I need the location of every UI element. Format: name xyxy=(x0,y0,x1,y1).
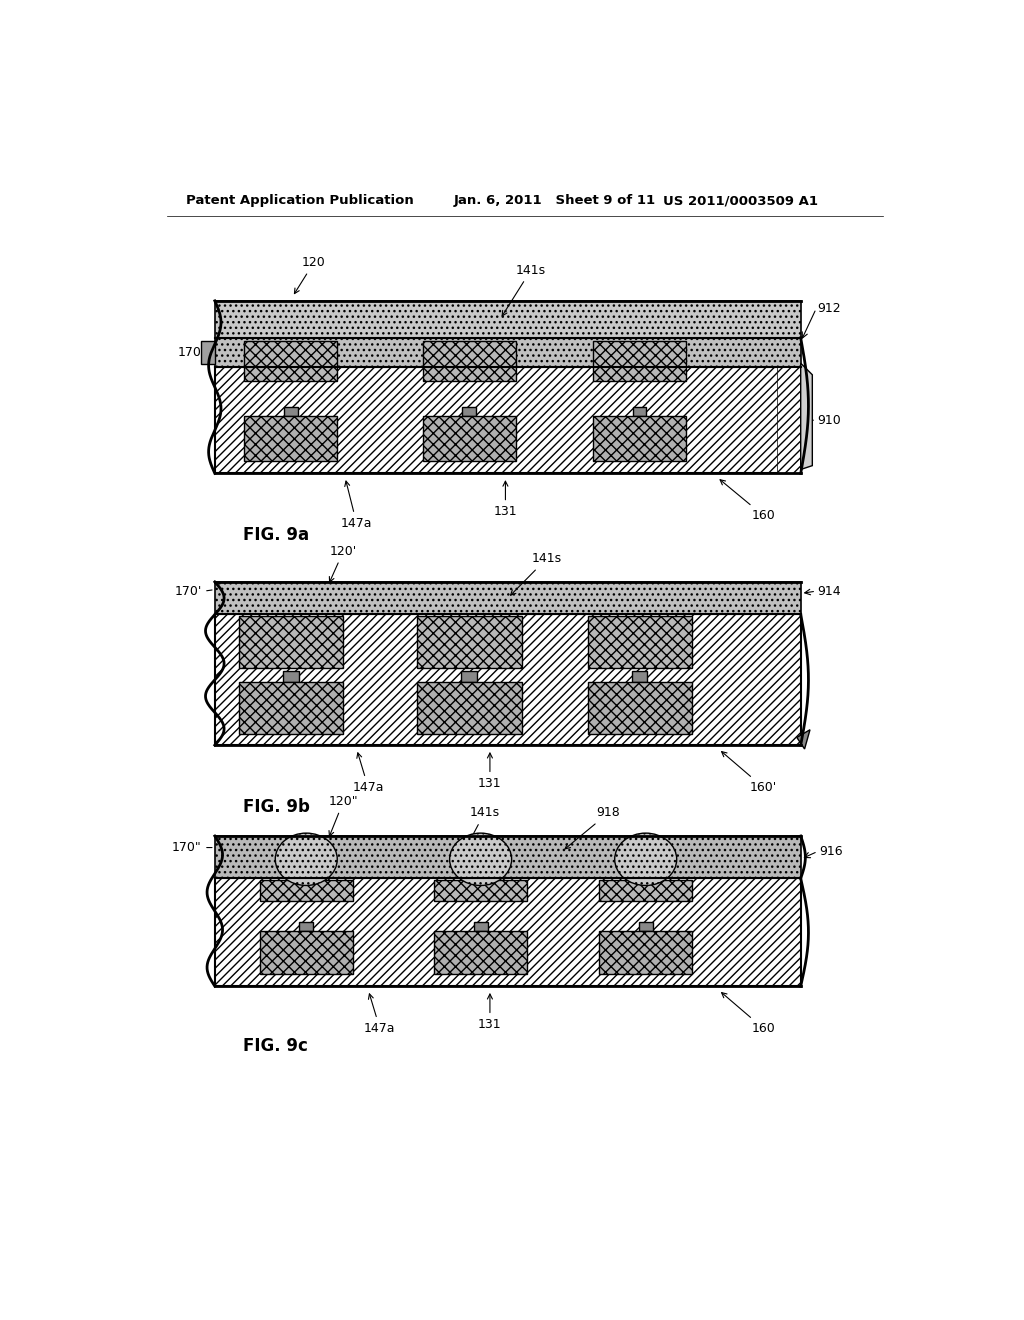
Text: US 2011/0003509 A1: US 2011/0003509 A1 xyxy=(663,194,818,207)
Text: 120: 120 xyxy=(295,256,326,293)
Polygon shape xyxy=(201,341,215,364)
Bar xyxy=(434,932,527,974)
Text: 160': 160' xyxy=(722,751,777,795)
Text: 147a: 147a xyxy=(365,994,395,1035)
Text: 131: 131 xyxy=(494,482,517,519)
Bar xyxy=(417,615,521,668)
Polygon shape xyxy=(797,730,810,748)
Ellipse shape xyxy=(275,833,337,886)
Text: 170: 170 xyxy=(178,346,202,359)
Bar xyxy=(423,416,515,461)
Text: 147a: 147a xyxy=(352,752,384,795)
Bar xyxy=(777,367,801,474)
Text: FIG. 9c: FIG. 9c xyxy=(243,1038,307,1055)
Bar xyxy=(215,878,801,986)
Bar xyxy=(593,341,686,381)
Ellipse shape xyxy=(450,833,512,886)
Text: 170": 170" xyxy=(172,841,202,854)
Text: 141s: 141s xyxy=(502,264,546,315)
Text: Jan. 6, 2011   Sheet 9 of 11: Jan. 6, 2011 Sheet 9 of 11 xyxy=(454,194,655,207)
Bar xyxy=(423,341,515,381)
Text: 918: 918 xyxy=(565,807,621,849)
Bar xyxy=(283,671,299,682)
Bar xyxy=(599,932,692,974)
Text: FIG. 9b: FIG. 9b xyxy=(243,797,309,816)
Bar xyxy=(588,682,692,734)
Bar xyxy=(588,615,692,668)
Bar xyxy=(215,614,801,744)
Bar xyxy=(462,407,476,416)
Bar xyxy=(260,932,352,974)
Polygon shape xyxy=(801,363,812,470)
Bar xyxy=(245,416,337,461)
Bar xyxy=(245,341,337,381)
Text: 120': 120' xyxy=(330,545,357,582)
Text: 131: 131 xyxy=(478,752,502,791)
Text: 912: 912 xyxy=(818,302,842,315)
Text: 916: 916 xyxy=(819,845,843,858)
Bar xyxy=(299,923,313,932)
Bar xyxy=(215,582,801,614)
Bar xyxy=(215,836,801,878)
Bar xyxy=(215,338,801,367)
Bar xyxy=(639,923,652,932)
Bar xyxy=(215,301,801,338)
Bar xyxy=(461,671,477,682)
Ellipse shape xyxy=(614,833,677,886)
Text: 914: 914 xyxy=(818,585,842,598)
Text: 170': 170' xyxy=(174,585,202,598)
Text: 141s: 141s xyxy=(463,807,500,853)
Bar xyxy=(239,615,343,668)
Bar xyxy=(633,407,646,416)
Bar xyxy=(632,671,647,682)
Text: 910: 910 xyxy=(818,413,842,426)
Bar xyxy=(599,880,692,902)
Bar xyxy=(284,407,298,416)
Text: 120": 120" xyxy=(329,795,358,836)
Bar xyxy=(417,682,521,734)
Bar xyxy=(215,367,801,474)
Bar xyxy=(474,923,487,932)
Text: 131: 131 xyxy=(478,994,502,1031)
Text: 147a: 147a xyxy=(341,480,373,529)
Text: 141s: 141s xyxy=(511,552,561,595)
Bar xyxy=(593,416,686,461)
Bar xyxy=(239,682,343,734)
Text: 160: 160 xyxy=(722,993,775,1035)
Text: 160: 160 xyxy=(720,479,775,523)
Bar xyxy=(260,880,352,902)
Text: Patent Application Publication: Patent Application Publication xyxy=(186,194,414,207)
Bar xyxy=(434,880,527,902)
Text: FIG. 9a: FIG. 9a xyxy=(243,525,309,544)
